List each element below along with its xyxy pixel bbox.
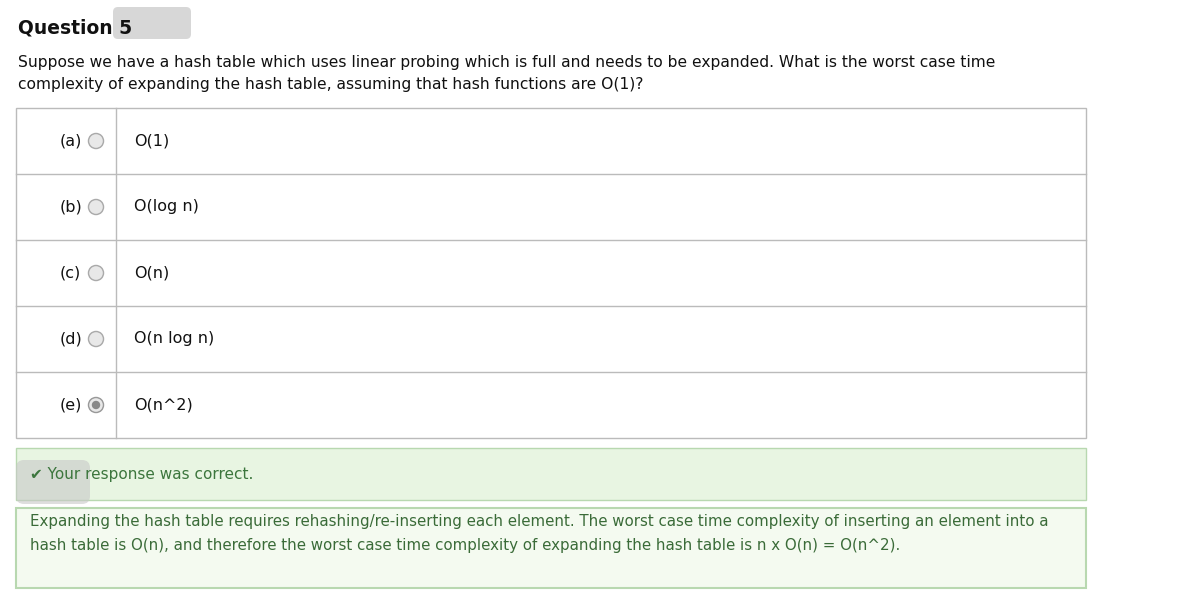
- Circle shape: [89, 199, 103, 215]
- Bar: [16, 508, 1086, 588]
- Text: Suppose we have a hash table which uses linear probing which is full and needs t: Suppose we have a hash table which uses …: [18, 55, 995, 70]
- Text: O(log n): O(log n): [134, 199, 199, 215]
- Text: (c): (c): [60, 265, 82, 281]
- Circle shape: [89, 398, 103, 412]
- Circle shape: [89, 134, 103, 148]
- Circle shape: [89, 265, 103, 281]
- Text: (e): (e): [60, 398, 83, 412]
- FancyBboxPatch shape: [16, 460, 90, 504]
- Text: Question 5: Question 5: [18, 19, 132, 38]
- Text: ✔ Your response was correct.: ✔ Your response was correct.: [30, 467, 253, 481]
- Text: O(n log n): O(n log n): [134, 331, 215, 346]
- Text: O(n^2): O(n^2): [134, 398, 193, 412]
- Circle shape: [89, 331, 103, 346]
- FancyBboxPatch shape: [113, 7, 191, 39]
- Text: complexity of expanding the hash table, assuming that hash functions are O(1)?: complexity of expanding the hash table, …: [18, 77, 643, 92]
- Text: (b): (b): [60, 199, 83, 215]
- Text: Expanding the hash table requires rehashing/re-inserting each element. The worst: Expanding the hash table requires rehash…: [30, 514, 1049, 529]
- Text: O(n): O(n): [134, 265, 169, 281]
- Text: (d): (d): [60, 331, 83, 346]
- Bar: [16, 108, 1086, 438]
- Text: O(1): O(1): [134, 134, 169, 148]
- Circle shape: [92, 401, 100, 409]
- Text: (a): (a): [60, 134, 83, 148]
- Bar: [16, 448, 1086, 500]
- Text: hash table is O(n), and therefore the worst case time complexity of expanding th: hash table is O(n), and therefore the wo…: [30, 538, 900, 553]
